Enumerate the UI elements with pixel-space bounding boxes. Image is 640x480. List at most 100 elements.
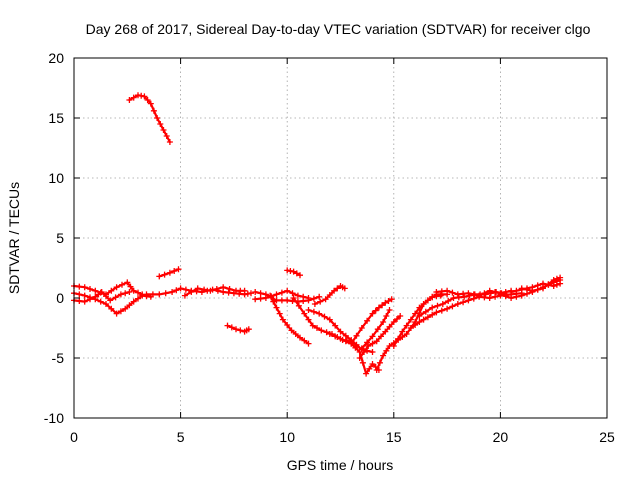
data-point-interp — [135, 289, 141, 296]
data-point — [166, 139, 173, 145]
data-point — [550, 283, 557, 289]
data-point — [309, 322, 316, 329]
data-point — [169, 289, 176, 295]
data-point-interp — [455, 294, 462, 301]
series-s19 — [356, 313, 404, 361]
data-point — [305, 340, 312, 347]
data-point-interp — [228, 324, 235, 331]
data-point — [181, 292, 188, 299]
data-point-interp — [481, 290, 488, 297]
data-point — [92, 293, 99, 300]
data-point — [252, 289, 259, 295]
data-point — [424, 314, 431, 321]
data-point — [245, 326, 252, 333]
data-point — [407, 316, 414, 323]
data-point-interp — [87, 286, 93, 292]
data-point — [273, 291, 280, 298]
series-s7 — [181, 284, 248, 299]
data-point — [444, 305, 451, 312]
data-point-interp — [144, 97, 151, 103]
data-point-interp — [374, 326, 381, 333]
data-point — [461, 293, 468, 300]
y-tick-label: 10 — [48, 170, 64, 186]
data-point-interp — [310, 295, 317, 302]
data-point — [103, 301, 109, 307]
data-point — [81, 298, 88, 305]
series-s5 — [156, 266, 182, 280]
data-point — [117, 291, 124, 298]
data-point — [130, 287, 137, 294]
data-point — [416, 304, 423, 311]
data-point-interp — [301, 337, 308, 344]
data-point-interp — [353, 341, 360, 348]
series-s15 — [311, 283, 348, 307]
data-point-interp — [470, 291, 477, 298]
data-point — [416, 313, 423, 319]
data-point — [380, 352, 387, 359]
series-line — [292, 296, 353, 343]
plot-area — [71, 92, 564, 377]
data-point — [508, 289, 515, 295]
data-point-interp — [326, 292, 333, 298]
data-point-interp — [305, 316, 312, 323]
data-point-interp — [513, 287, 520, 294]
data-point — [143, 291, 150, 298]
data-point-interp — [87, 296, 93, 303]
data-point-interp — [342, 332, 349, 339]
data-point — [373, 338, 380, 345]
data-point — [318, 327, 325, 334]
series-s23 — [416, 289, 510, 319]
data-point — [518, 285, 525, 292]
data-point — [233, 326, 239, 333]
data-point — [297, 272, 303, 279]
data-point — [326, 331, 333, 337]
data-point-interp — [76, 291, 83, 298]
data-point-interp — [361, 349, 367, 355]
data-point-interp — [97, 298, 104, 305]
x-tick-label: 20 — [493, 429, 509, 445]
data-point-interp — [108, 305, 115, 312]
data-point — [267, 292, 274, 299]
x-tick-label: 0 — [70, 429, 78, 445]
data-point-interp — [438, 307, 445, 314]
data-point-interp — [173, 287, 180, 294]
data-point-interp — [188, 289, 195, 295]
data-point-interp — [460, 290, 467, 297]
series-line — [72, 292, 152, 315]
data-point-interp — [76, 283, 83, 290]
data-point-interp — [332, 322, 339, 329]
x-tick-label: 15 — [386, 429, 402, 445]
data-point — [113, 310, 120, 317]
data-point — [126, 97, 133, 103]
data-point-interp — [445, 298, 452, 304]
series-s12 — [284, 267, 303, 279]
data-point-interp — [130, 94, 137, 101]
x-axis-tick-labels: 0 5 10 15 20 25 — [70, 429, 615, 445]
data-point-interp — [383, 347, 390, 354]
data-point-interp — [226, 286, 233, 292]
chart-title: Day 268 of 2017, Sidereal Day-to-day VTE… — [86, 21, 591, 37]
data-point-interp — [127, 283, 134, 290]
data-point-interp — [149, 291, 156, 298]
data-point — [107, 297, 114, 304]
data-point — [141, 93, 148, 100]
data-point — [262, 295, 269, 301]
data-point — [166, 269, 173, 276]
data-point — [124, 279, 131, 286]
series-s14 — [305, 307, 376, 355]
data-point — [252, 296, 259, 303]
data-point-interp — [364, 339, 371, 346]
data-point — [288, 327, 295, 334]
data-point — [365, 343, 372, 349]
data-point-interp — [342, 338, 349, 345]
data-point-interp — [376, 359, 383, 366]
data-point — [424, 297, 431, 304]
data-point — [175, 266, 182, 273]
data-point — [375, 304, 382, 311]
data-point-interp — [379, 302, 386, 309]
data-point-interp — [321, 313, 328, 320]
data-point — [284, 297, 291, 304]
data-point-interp — [117, 308, 124, 315]
data-point — [439, 301, 446, 307]
data-point — [348, 340, 355, 347]
